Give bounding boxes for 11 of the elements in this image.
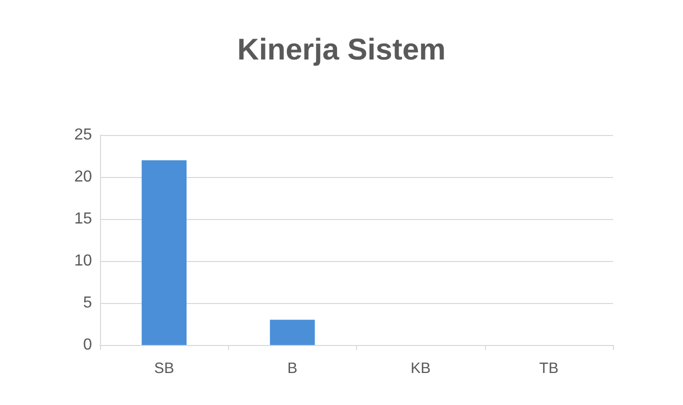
y-tick-label: 20	[74, 168, 92, 186]
y-tick-label: 10	[74, 252, 92, 270]
y-tick-label: 0	[83, 336, 92, 354]
x-tick-label: SB	[154, 360, 174, 377]
chart-title: Kinerja Sistem	[237, 34, 446, 66]
y-tick-label: 5	[83, 294, 92, 312]
x-tick-label: B	[287, 360, 298, 377]
x-tick-label: TB	[539, 360, 558, 377]
x-tick-label: KB	[410, 360, 431, 377]
y-tick-label: 25	[74, 126, 92, 144]
y-tick-label: 15	[74, 210, 92, 228]
